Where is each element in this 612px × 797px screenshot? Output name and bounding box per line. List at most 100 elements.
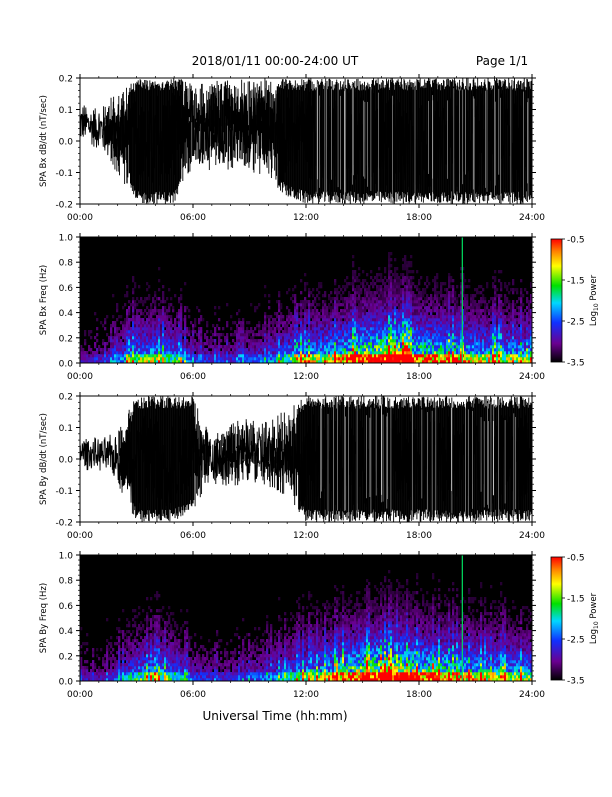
spectrogram-cell xyxy=(468,324,470,327)
spectrogram-cell xyxy=(352,333,354,336)
spectrogram-cell xyxy=(180,294,182,297)
spectrogram-cell xyxy=(130,342,132,345)
spectrogram-cell xyxy=(122,354,124,357)
spectrogram-cell xyxy=(390,270,392,273)
spectrogram-cell xyxy=(264,342,266,345)
spectrogram-cell xyxy=(304,357,306,360)
spectrogram-cell xyxy=(312,309,314,312)
spectrogram-cell xyxy=(430,318,432,321)
spectrogram-cell xyxy=(122,336,124,339)
spectrogram-cell xyxy=(94,345,96,348)
spectrogram-cell xyxy=(312,357,314,360)
spectrogram-cell xyxy=(322,345,324,348)
spectrogram-cell xyxy=(136,327,138,330)
spectrogram-cell xyxy=(368,315,370,318)
spectrogram-cell xyxy=(400,300,402,303)
spectrogram-cell xyxy=(494,270,496,273)
spectrogram-cell xyxy=(354,303,356,306)
spectrogram-cell xyxy=(344,336,346,339)
spectrogram-cell xyxy=(400,279,402,282)
spectrogram-cell xyxy=(234,342,236,345)
spectrogram-cell xyxy=(180,297,182,300)
spectrogram-cell xyxy=(376,327,378,330)
spectrogram-cell xyxy=(404,309,406,312)
spectrogram-cell xyxy=(360,336,362,339)
spectrogram-cell xyxy=(316,324,318,327)
spectrogram-cell xyxy=(444,294,446,297)
spectrogram-cell xyxy=(372,282,374,285)
spectrogram-cell xyxy=(440,309,442,312)
spectrogram-cell xyxy=(140,312,142,315)
spectrogram-cell xyxy=(226,351,228,354)
spectrogram-cell xyxy=(374,354,376,357)
spectrogram-cell xyxy=(478,303,480,306)
spectrogram-cell xyxy=(316,318,318,321)
spectrogram-cell xyxy=(398,303,400,306)
spectrogram-cell xyxy=(242,333,244,336)
spectrogram-cell xyxy=(388,288,390,291)
spectrogram-cell xyxy=(222,327,224,330)
spectrogram-cell xyxy=(454,339,456,342)
spectrogram-cell xyxy=(324,294,326,297)
spectrogram-cell xyxy=(344,357,346,360)
spectrogram-cell xyxy=(492,321,494,324)
spectrogram-cell xyxy=(180,336,182,339)
spectrogram-cell xyxy=(312,318,314,321)
spectrogram-cell xyxy=(302,351,304,354)
spectrogram-cell xyxy=(336,303,338,306)
spectrogram-cell xyxy=(396,267,398,270)
spectrogram-cell xyxy=(242,354,244,357)
spectrogram-cell xyxy=(412,354,414,357)
spectrogram-cell xyxy=(494,339,496,342)
spectrogram-cell xyxy=(280,357,282,360)
spectrogram-cell xyxy=(306,348,308,351)
spectrogram-cell xyxy=(290,354,292,357)
spectrogram-cell xyxy=(428,309,430,312)
spectrogram-cell xyxy=(362,306,364,309)
spectrogram-cell xyxy=(444,351,446,354)
spectrogram-cell xyxy=(144,330,146,333)
spectrogram-cell xyxy=(276,354,278,357)
spectrogram-cell xyxy=(328,357,330,360)
spectrogram-cell xyxy=(206,324,208,327)
spectrogram-cell xyxy=(350,348,352,351)
spectrogram-cell xyxy=(398,315,400,318)
spectrogram-cell xyxy=(392,285,394,288)
spectrogram-cell xyxy=(120,342,122,345)
spectrogram-cell xyxy=(320,315,322,318)
spectrogram-cell xyxy=(414,327,416,330)
spectrogram-cell xyxy=(402,342,404,345)
spectrogram-cell xyxy=(420,291,422,294)
spectrogram-cell xyxy=(268,348,270,351)
spectrogram-cell xyxy=(362,333,364,336)
spectrogram-cell xyxy=(356,333,358,336)
spectrogram-cell xyxy=(442,312,444,315)
spectrogram-cell xyxy=(238,348,240,351)
spectrogram-cell xyxy=(374,276,376,279)
spectrogram-cell xyxy=(430,315,432,318)
spectrogram-cell xyxy=(272,351,274,354)
spectrogram-cell xyxy=(280,306,282,309)
spectrogram-cell xyxy=(378,351,380,354)
spectrogram-cell xyxy=(348,303,350,306)
spectrogram-cell xyxy=(304,303,306,306)
spectrogram-cell xyxy=(228,345,230,348)
spectrogram-cell xyxy=(330,357,332,360)
spectrogram-cell xyxy=(344,315,346,318)
spectrogram-cell xyxy=(166,336,168,339)
spectrogram-cell xyxy=(494,330,496,333)
spectrogram-cell xyxy=(374,294,376,297)
spectrogram-cell xyxy=(484,339,486,342)
spectrogram-cell xyxy=(398,309,400,312)
spectrogram-cell xyxy=(340,351,342,354)
spectrogram-cell xyxy=(414,339,416,342)
spectrogram-cell xyxy=(206,321,208,324)
spectrogram-cell xyxy=(304,309,306,312)
spectrogram-cell xyxy=(420,336,422,339)
spectrogram-cell xyxy=(384,303,386,306)
spectrogram-cell xyxy=(352,270,354,273)
spectrogram-cell xyxy=(350,294,352,297)
spectrogram-cell xyxy=(120,348,122,351)
spectrogram-cell xyxy=(444,300,446,303)
spectrogram-cell xyxy=(468,315,470,318)
